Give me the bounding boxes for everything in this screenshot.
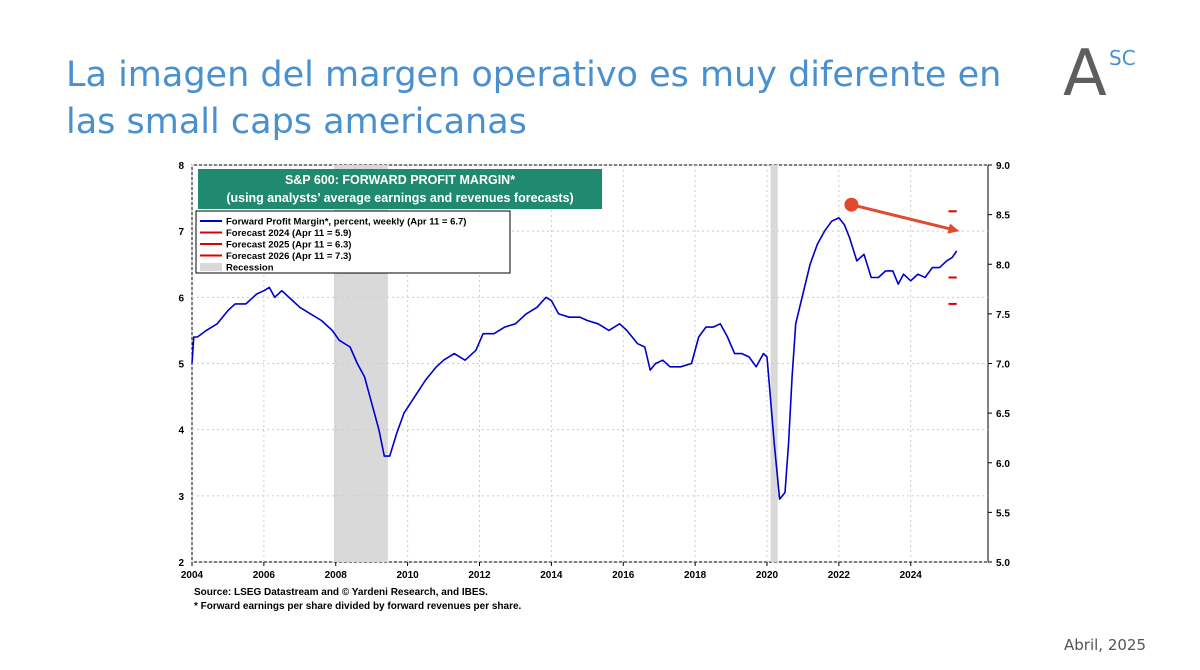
x-tick-label: 2006 [253,570,276,581]
annotation-arrow [844,197,960,234]
slide-title: La imagen del margen operativo es muy di… [66,55,1002,142]
y-left-tick-label: 2 [178,558,184,569]
chart-source: Source: LSEG Datastream and © Yardeni Re… [194,587,488,598]
x-tick-label: 2016 [612,570,635,581]
y-left-tick-label: 7 [178,227,184,238]
logo-letter: A [1063,37,1107,111]
logo-superscript: SC [1109,46,1136,70]
brand-logo: A SC [1063,37,1143,111]
y-left-tick-label: 8 [178,161,184,172]
legend-label: Forward Profit Margin*, percent, weekly … [226,217,466,228]
chart-footnote: * Forward earnings per share divided by … [194,601,522,612]
legend-label: Recession [226,263,274,274]
legend-swatch-box [200,263,222,271]
y-right-tick-label: 5.5 [996,508,1010,519]
x-tick-label: 2012 [468,570,491,581]
x-tick-label: 2004 [181,570,204,581]
y-left-tick-label: 3 [178,492,184,503]
chart-title-box: S&P 600: FORWARD PROFIT MARGIN* (using a… [198,169,602,209]
arrow-head [947,223,960,234]
x-tick-label: 2014 [540,570,563,581]
x-tick-label: 2010 [396,570,419,581]
chart-subtitle: (using analysts’ average earnings and re… [226,191,573,205]
profit-margin-chart: 2004 2006 2008 2010 2012 2014 2016 2018 2020 2022… [178,161,1010,612]
footer-date: Abril, 2025 [1064,636,1146,654]
axes: 2004 2006 2008 2010 2012 2014 2016 2018 2020 2022… [178,161,1010,581]
y-right-tick-label: 7.0 [996,360,1010,371]
series-line-forward-margin [191,217,958,500]
chart-title-background [198,169,602,209]
x-tick-label: 2018 [684,570,707,581]
legend-label: Forecast 2026 (Apr 11 = 7.3) [226,251,351,262]
legend-label: Forecast 2024 (Apr 11 = 5.9) [226,228,351,239]
arrow-start-dot [844,197,859,212]
x-tick-label: 2008 [325,570,348,581]
legend-box [195,210,511,274]
y-right-tick-label: 6.5 [996,409,1010,420]
x-tick-label: 2020 [756,570,779,581]
y-right-tick-label: 7.5 [996,310,1010,321]
y-right-tick-label: 6.0 [996,459,1010,470]
y-left-tick-label: 6 [178,293,184,304]
y-right-tick-label: 8.0 [996,260,1010,271]
y-right-tick-label: 8.5 [996,211,1010,222]
y-right-tick-label: 5.0 [996,558,1010,569]
recession-band [770,165,778,562]
x-tick-label: 2022 [828,570,851,581]
chart-title: S&P 600: FORWARD PROFIT MARGIN* [285,173,515,187]
y-right-tick-label: 9.0 [996,161,1010,172]
arrow-shaft [851,203,952,231]
y-left-tick-label: 4 [178,426,184,437]
y-left-tick-label: 5 [178,360,184,371]
series-lines [191,210,958,500]
legend-label: Forecast 2025 (Apr 11 = 6.3) [226,240,351,251]
chart-legend: Forward Profit Margin*, percent, weekly … [195,210,511,274]
x-tick-label: 2024 [900,570,923,581]
